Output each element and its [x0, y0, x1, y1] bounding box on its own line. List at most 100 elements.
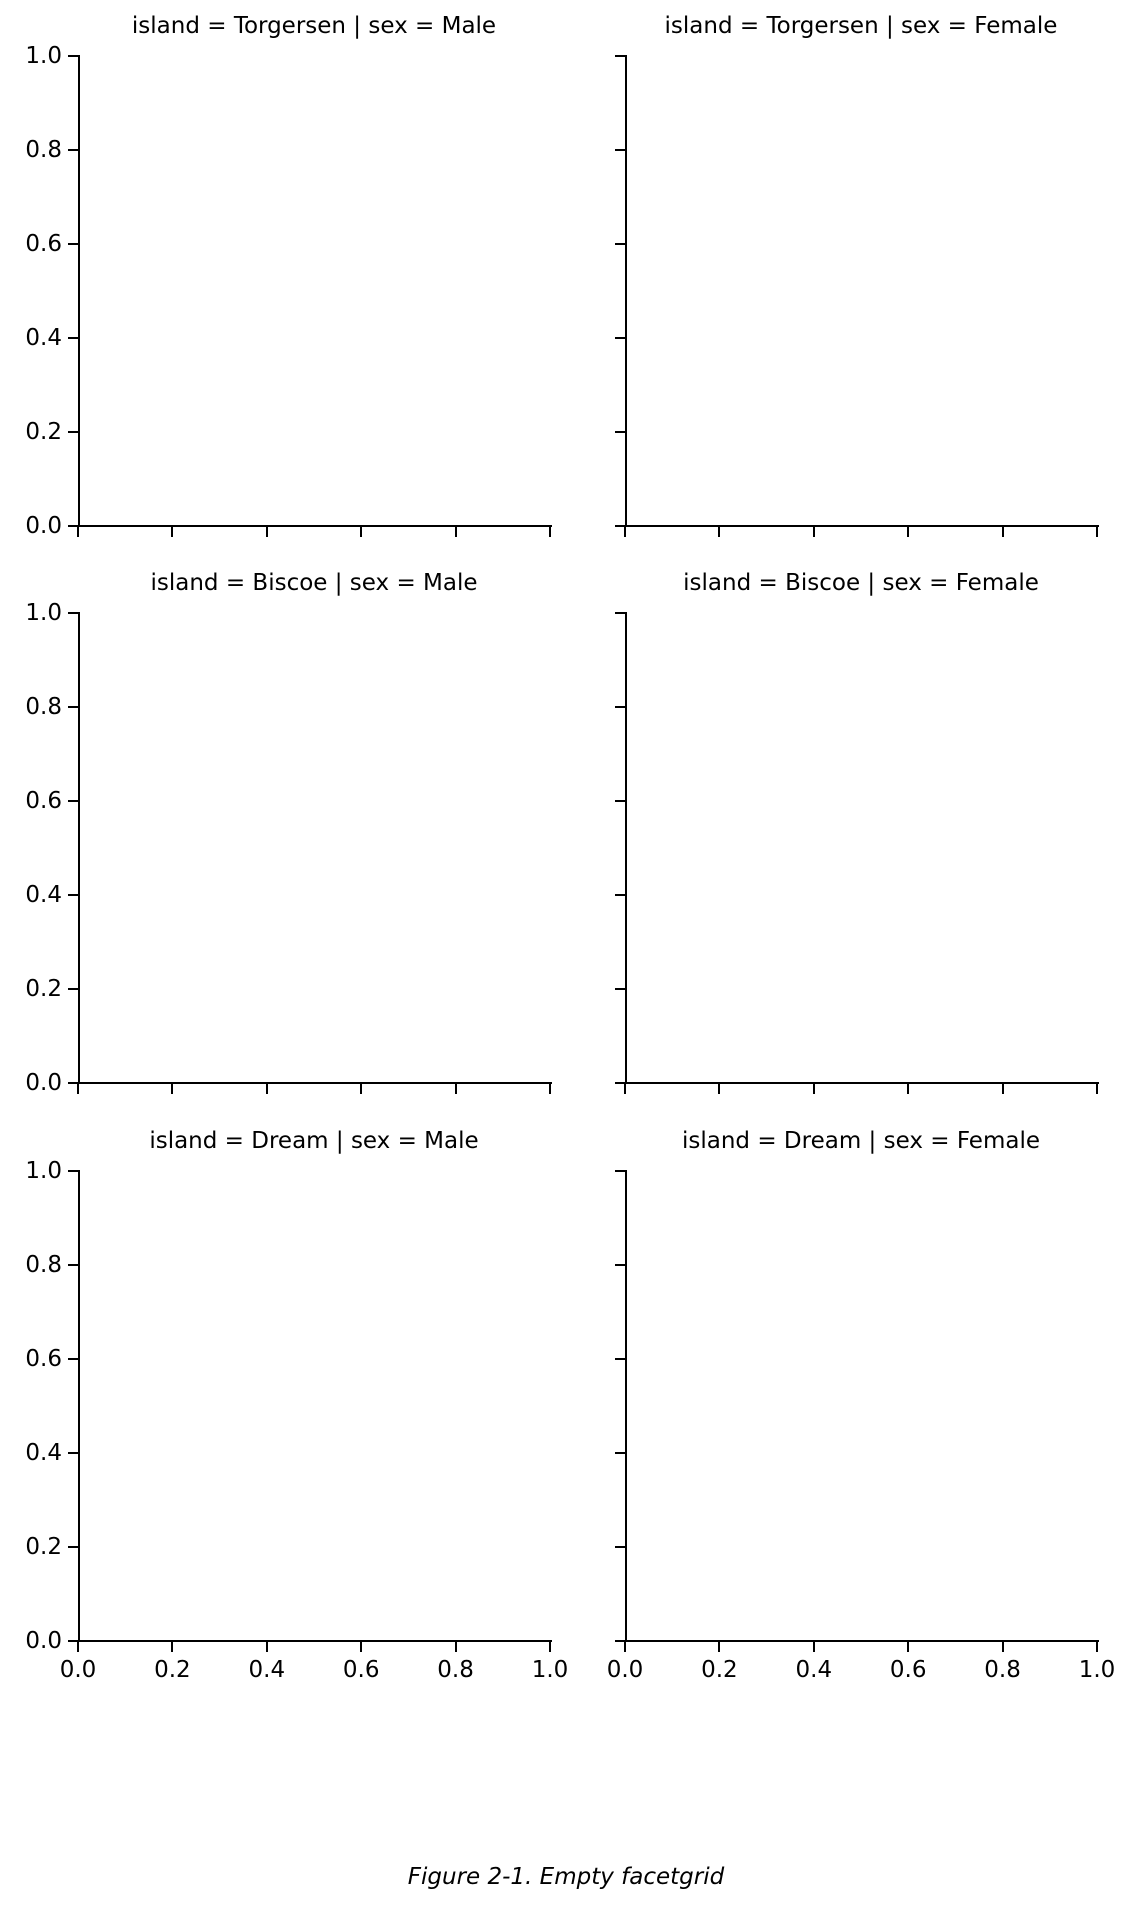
x-tick-mark — [1096, 1642, 1098, 1652]
y-tick-label: 1.0 — [25, 600, 62, 626]
y-tick-label: 0.2 — [25, 976, 62, 1002]
x-tick-mark — [454, 1084, 457, 1094]
x-tick-mark — [907, 1084, 910, 1094]
y-tick-mark — [615, 706, 625, 708]
x-tick-label: 0.2 — [154, 1657, 191, 1683]
y-tick-mark — [68, 988, 78, 990]
x-tick-mark — [1001, 1642, 1004, 1652]
y-tick-mark — [615, 1264, 625, 1266]
figure-caption: Figure 2-1. Empty facetgrid — [407, 1864, 725, 1890]
y-tick-mark — [68, 431, 78, 433]
x-tick-mark — [624, 1084, 626, 1094]
y-tick-mark — [68, 149, 78, 151]
x-tick-mark — [812, 527, 815, 537]
y-tick-label: 0.0 — [25, 1628, 62, 1654]
y-tick-mark — [68, 525, 78, 527]
x-tick-mark — [265, 1642, 268, 1652]
x-tick-mark — [171, 527, 174, 537]
facet-title: island = Dream | sex = Male — [149, 1128, 479, 1154]
y-tick-mark — [615, 894, 625, 896]
facet-title: island = Biscoe | sex = Male — [150, 570, 478, 596]
y-tick-mark — [615, 337, 625, 339]
y-tick-mark — [615, 800, 625, 802]
x-tick-mark — [171, 1642, 174, 1652]
x-tick-mark — [624, 1642, 626, 1652]
y-tick-mark — [68, 1264, 78, 1266]
plot-area — [78, 612, 552, 1084]
y-tick-label: 0.4 — [25, 882, 62, 908]
x-tick-mark — [265, 527, 268, 537]
y-tick-mark — [615, 431, 625, 433]
x-tick-mark — [77, 1642, 79, 1652]
y-tick-label: 0.4 — [25, 325, 62, 351]
x-tick-mark — [549, 1642, 551, 1652]
y-tick-mark — [615, 55, 625, 57]
x-tick-mark — [360, 1084, 363, 1094]
x-tick-mark — [77, 527, 79, 537]
y-tick-mark — [68, 55, 78, 57]
x-tick-mark — [1001, 527, 1004, 537]
facet-title: island = Biscoe | sex = Female — [683, 570, 1039, 596]
y-tick-mark — [68, 1546, 78, 1548]
x-tick-mark — [360, 1642, 363, 1652]
y-tick-mark — [615, 243, 625, 245]
facet-title: island = Dream | sex = Female — [681, 1128, 1040, 1154]
y-tick-label: 0.4 — [25, 1440, 62, 1466]
x-tick-mark — [624, 527, 626, 537]
x-tick-label: 1.0 — [531, 1657, 569, 1683]
x-tick-mark — [1001, 1084, 1004, 1094]
x-tick-label: 0.4 — [248, 1657, 286, 1683]
x-tick-mark — [812, 1084, 815, 1094]
y-tick-mark — [615, 149, 625, 151]
x-tick-label: 1.0 — [1078, 1657, 1116, 1683]
x-tick-label: 0.6 — [889, 1657, 927, 1683]
plot-area — [625, 612, 1099, 1084]
y-tick-label: 0.6 — [25, 231, 62, 257]
x-tick-mark — [718, 1642, 721, 1652]
y-tick-mark — [68, 1640, 78, 1642]
x-tick-label: 0.2 — [701, 1657, 738, 1683]
y-tick-label: 0.0 — [25, 1070, 62, 1096]
x-tick-label: 0.6 — [342, 1657, 380, 1683]
facet-title: island = Torgersen | sex = Female — [664, 13, 1058, 39]
plot-area — [625, 1170, 1099, 1642]
y-tick-mark — [68, 800, 78, 802]
y-tick-label: 1.0 — [25, 1158, 62, 1184]
y-tick-mark — [68, 1082, 78, 1084]
x-tick-mark — [454, 527, 457, 537]
x-tick-mark — [171, 1084, 174, 1094]
y-tick-mark — [68, 243, 78, 245]
x-tick-label: 0.8 — [984, 1657, 1021, 1683]
x-tick-mark — [907, 1642, 910, 1652]
y-tick-mark — [615, 612, 625, 614]
x-tick-mark — [718, 1084, 721, 1094]
y-tick-mark — [68, 1358, 78, 1360]
x-tick-label: 0.0 — [59, 1657, 97, 1683]
x-tick-mark — [454, 1642, 457, 1652]
x-tick-label: 0.4 — [795, 1657, 833, 1683]
y-tick-label: 0.2 — [25, 419, 62, 445]
y-tick-label: 0.2 — [25, 1534, 62, 1560]
y-tick-mark — [615, 525, 625, 527]
y-tick-mark — [615, 1640, 625, 1642]
y-tick-label: 0.8 — [25, 137, 62, 163]
x-tick-mark — [907, 527, 910, 537]
y-tick-mark — [68, 337, 78, 339]
y-tick-mark — [68, 612, 78, 614]
x-tick-mark — [549, 1084, 551, 1094]
facet-title: island = Torgersen | sex = Male — [131, 13, 497, 39]
x-tick-mark — [1096, 527, 1098, 537]
x-tick-mark — [718, 527, 721, 537]
x-tick-label: 0.8 — [437, 1657, 474, 1683]
plot-area — [78, 1170, 552, 1642]
y-tick-mark — [615, 1546, 625, 1548]
y-tick-label: 0.0 — [25, 513, 62, 539]
y-tick-label: 0.8 — [25, 694, 62, 720]
x-tick-mark — [265, 1084, 268, 1094]
x-tick-mark — [77, 1084, 79, 1094]
y-tick-mark — [615, 1170, 625, 1172]
x-tick-mark — [1096, 1084, 1098, 1094]
y-tick-label: 0.6 — [25, 788, 62, 814]
x-tick-mark — [549, 527, 551, 537]
